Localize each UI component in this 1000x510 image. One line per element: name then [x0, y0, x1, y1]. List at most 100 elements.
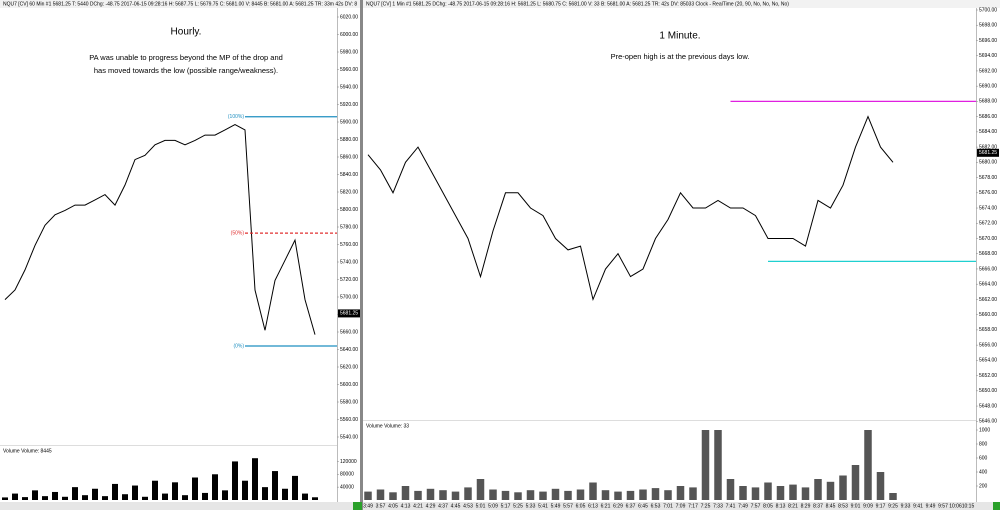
volume-bar [222, 490, 228, 500]
y-tick-label: 5684.00 [979, 129, 997, 135]
axis-border [337, 8, 338, 502]
volume-tick-label: 1000 [979, 427, 990, 433]
x-tick-label: 8:21 [788, 503, 798, 509]
x-tick-label: 4:29 [426, 503, 436, 509]
x-tick-label: 8:45 [826, 503, 836, 509]
y-tick-label: 5670.00 [979, 236, 997, 242]
x-tick-label: 9:49 [926, 503, 936, 509]
x-tick-label: 4:37 [438, 503, 448, 509]
y-tick-label: 5820.00 [340, 189, 358, 195]
volume-bar [262, 487, 268, 500]
volume-bar [701, 430, 710, 500]
x-tick-label: 6:21 [601, 503, 611, 509]
volume-bar [102, 496, 108, 500]
volume-bar [92, 488, 98, 500]
y-tick-label: 5652.00 [979, 373, 997, 379]
volume-bar [714, 430, 722, 500]
volume-bar [751, 487, 760, 500]
y-tick-label: 5692.00 [979, 68, 997, 74]
scrollbar[interactable] [0, 502, 360, 510]
y-tick-label: 5690.00 [979, 83, 997, 89]
volume-bar [292, 475, 298, 500]
volume-title: Volume Volume: 8445 [3, 448, 52, 454]
volume-bar [764, 482, 772, 500]
volume-bar [676, 486, 685, 500]
x-tick-label: 4:05 [388, 503, 398, 509]
volume-bar [232, 461, 238, 500]
y-tick-label: 5900.00 [340, 119, 358, 125]
x-tick-label: 7:33 [713, 503, 723, 509]
x-tick-label: 9:33 [901, 503, 911, 509]
y-tick-label: 5646.00 [979, 419, 997, 425]
y-tick-label: 5800.00 [340, 207, 358, 213]
x-tick-label: 8:13 [776, 503, 786, 509]
y-tick-label: 5560.00 [340, 417, 358, 423]
x-tick-label: 6:37 [626, 503, 636, 509]
volume-tick-label: 200 [979, 483, 988, 489]
panel-header: NQU7 [CV] 60 Min #1 5681.25 T: 5440 DChg… [3, 1, 357, 7]
x-tick-label: 5:57 [563, 503, 573, 509]
volume-bar [72, 487, 78, 500]
scroll-button[interactable] [355, 502, 362, 510]
volume-bar [864, 430, 872, 500]
volume-bar [32, 490, 38, 500]
x-tick-label: 8:37 [813, 503, 823, 509]
x-tick-label: 5:33 [526, 503, 536, 509]
volume-bar [414, 490, 422, 500]
volume-bar [626, 490, 635, 500]
volume-bar [651, 488, 660, 500]
x-tick-label: 3:57 [376, 503, 386, 509]
annotation: PA was unable to progress beyond the MP … [89, 53, 283, 62]
price-line [4, 124, 316, 335]
volume-bar [312, 497, 318, 500]
volume-bar [426, 488, 435, 500]
x-tick-label: 5:41 [538, 503, 548, 509]
y-tick-label: 5640.00 [340, 347, 358, 353]
volume-bar [726, 479, 735, 500]
scroll-button[interactable] [993, 502, 1000, 510]
x-tick-label: 7:17 [688, 503, 698, 509]
volume-bar [601, 490, 610, 500]
volume-bar [889, 493, 897, 500]
y-tick-label: 5600.00 [340, 382, 358, 388]
x-tick-label: 9:17 [876, 503, 886, 509]
x-tick-label: 5:09 [488, 503, 498, 509]
volume-bar [172, 482, 178, 500]
y-tick-label: 5686.00 [979, 114, 997, 120]
volume-bar [776, 486, 785, 500]
x-tick-label: 9:25 [888, 503, 898, 509]
x-tick-label: 4:21 [413, 503, 423, 509]
volume-bar [826, 481, 835, 500]
volume-title: Volume Volume: 33 [366, 423, 409, 429]
level-label: (0%) [233, 343, 244, 349]
volume-bar [242, 480, 248, 500]
volume-tick-label: 800 [979, 441, 988, 447]
y-tick-label: 5700.00 [979, 7, 997, 13]
volume-bar [282, 488, 288, 500]
y-tick-label: 5880.00 [340, 137, 358, 143]
volume-bar [576, 489, 585, 500]
annotation: Pre-open high is at the previous days lo… [611, 52, 750, 61]
volume-bar [122, 494, 128, 500]
volume-bar [132, 485, 138, 500]
x-tick-label: 6:29 [613, 503, 623, 509]
volume-bar [12, 493, 18, 500]
header-bar [363, 0, 1000, 8]
x-tick-label: 7:25 [701, 503, 711, 509]
pane-border [363, 420, 976, 421]
y-tick-label: 5580.00 [340, 399, 358, 405]
scrollbar[interactable] [363, 502, 1000, 510]
x-tick-label: 7:09 [676, 503, 686, 509]
x-tick-label: 9:41 [913, 503, 923, 509]
volume-tick-label: 40000 [340, 484, 354, 490]
y-tick-label: 5650.00 [979, 388, 997, 394]
last-price-tag [338, 309, 360, 318]
annotation: has moved towards the low (possible rang… [94, 66, 278, 75]
x-tick-label: 8:53 [838, 503, 848, 509]
volume-tick-label: 400 [979, 469, 988, 475]
x-tick-label: 9:57 [938, 503, 948, 509]
x-tick-label: 3:49 [363, 503, 373, 509]
y-tick-label: 5540.00 [340, 434, 358, 440]
